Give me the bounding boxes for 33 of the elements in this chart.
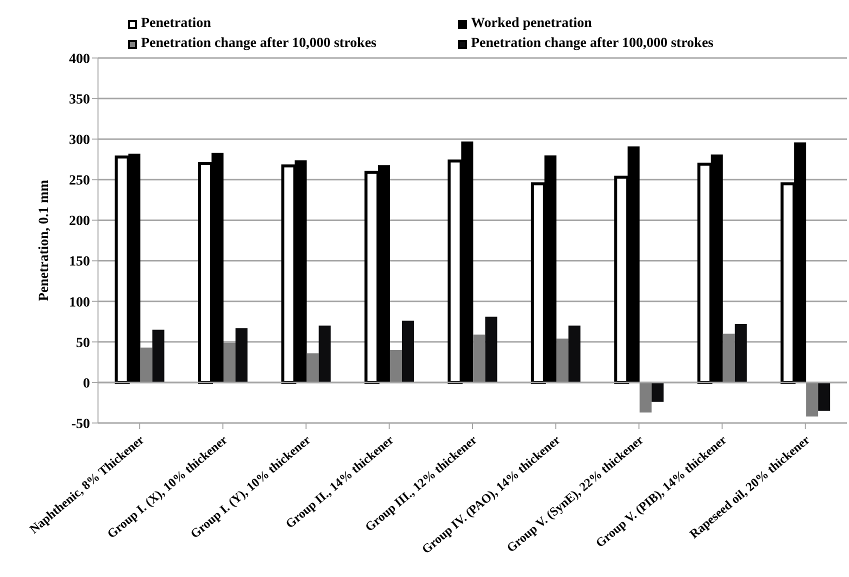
legend-label: Penetration change after 10,000 strokes	[141, 36, 376, 52]
y-tick-label: 50	[76, 336, 90, 351]
bar	[652, 382, 664, 402]
bar	[306, 353, 319, 382]
y-axis-title: Penetration, 0.1 mm	[36, 180, 52, 302]
bar	[722, 334, 735, 382]
legend-label: Worked penetration	[471, 16, 592, 32]
bar	[485, 316, 498, 382]
bar	[556, 338, 568, 382]
bar	[152, 330, 164, 382]
bar	[402, 320, 414, 382]
legend-label: Penetration change after 100,000 strokes	[471, 36, 714, 52]
bar	[236, 328, 248, 382]
bar	[818, 382, 830, 411]
bar	[390, 350, 402, 382]
legend-label: Penetration	[141, 16, 211, 32]
bar	[224, 342, 236, 382]
bar	[734, 324, 747, 382]
bar	[806, 382, 818, 417]
y-tick-label: 400	[69, 52, 90, 67]
bar	[318, 326, 331, 382]
y-tick-label: 100	[69, 295, 90, 310]
y-tick-label: 150	[69, 254, 90, 270]
y-tick-label: -50	[71, 416, 90, 432]
y-tick-label: 300	[69, 133, 90, 148]
y-tick-label: 250	[69, 174, 90, 189]
bar	[473, 334, 486, 382]
bar	[568, 326, 580, 382]
y-tick-label: 350	[69, 92, 90, 108]
y-tick-label: 0	[83, 376, 90, 392]
y-tick-label: 200	[69, 214, 90, 230]
bar	[140, 348, 152, 382]
bar	[640, 382, 652, 412]
